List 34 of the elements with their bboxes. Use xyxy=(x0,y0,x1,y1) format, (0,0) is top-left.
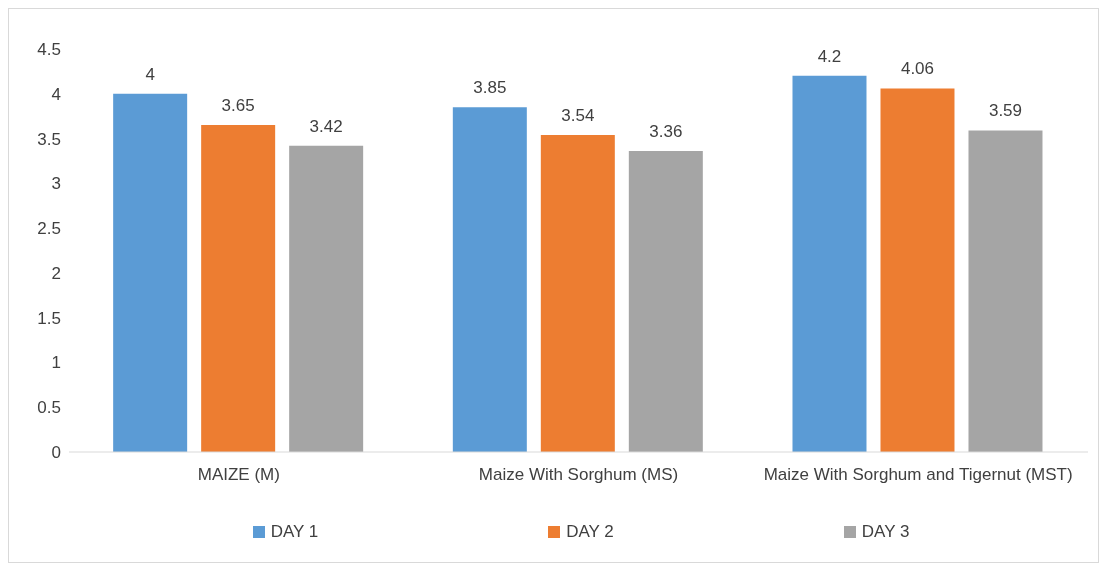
bar xyxy=(880,88,955,452)
data-label: 3.42 xyxy=(309,116,343,136)
bar xyxy=(289,145,364,452)
data-label: 3.59 xyxy=(988,101,1023,121)
y-tick-label: 0 xyxy=(51,443,61,463)
y-tick-label: 4 xyxy=(51,84,61,104)
bar xyxy=(628,151,703,452)
bar xyxy=(452,107,527,452)
y-tick-label: 2 xyxy=(51,263,61,283)
legend-label: DAY 3 xyxy=(861,522,910,542)
legend-label: DAY 2 xyxy=(566,522,614,542)
data-label: 4 xyxy=(145,64,155,84)
bar xyxy=(201,125,276,452)
bar xyxy=(792,75,867,452)
y-tick-label: 0.5 xyxy=(37,398,61,418)
bar xyxy=(968,130,1043,452)
data-label: 4.2 xyxy=(817,46,842,66)
x-tick-label: MAIZE (M) xyxy=(197,465,280,485)
legend-label: DAY 1 xyxy=(270,522,319,542)
data-label: 3.54 xyxy=(561,105,595,125)
data-label: 3.65 xyxy=(221,96,255,116)
data-label: 3.85 xyxy=(473,78,507,98)
y-tick-label: 3 xyxy=(51,174,61,194)
y-tick-label: 4.5 xyxy=(37,40,61,60)
data-label: 3.36 xyxy=(649,122,683,142)
bar xyxy=(540,134,615,452)
y-tick-label: 3.5 xyxy=(37,129,61,149)
data-label: 4.06 xyxy=(900,59,935,79)
x-tick-label: Maize With Sorghum (MS) xyxy=(478,465,679,485)
y-tick-label: 1 xyxy=(51,353,61,373)
y-tick-label: 2.5 xyxy=(37,219,61,239)
y-tick-label: 1.5 xyxy=(37,308,61,328)
x-tick-label: Maize With Sorghum and Tigernut (MST) xyxy=(763,465,1073,485)
bar xyxy=(113,93,188,452)
